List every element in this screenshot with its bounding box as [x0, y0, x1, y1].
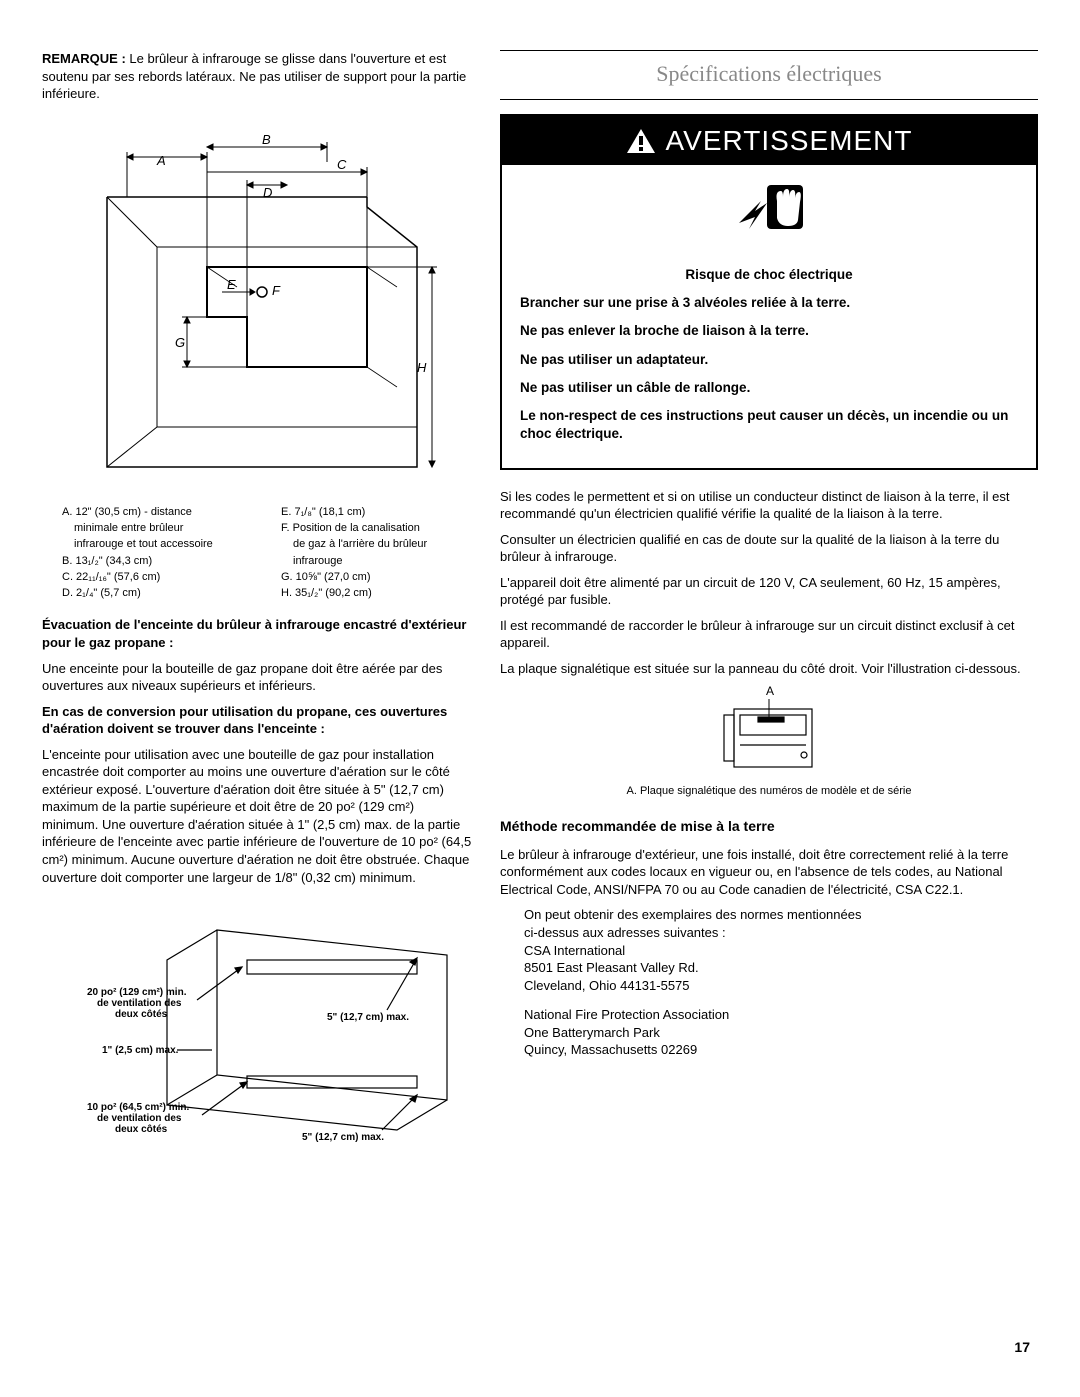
evac-p1: Une enceinte pour la bouteille de gaz pr…	[42, 660, 472, 695]
addr2-l3: Quincy, Massachusetts 02269	[524, 1041, 1038, 1059]
addr1-l1: CSA International	[524, 942, 1038, 960]
right-p5: La plaque signalétique est située sur la…	[500, 660, 1038, 678]
warning-l1: Brancher sur une prise à 3 alvéoles reli…	[520, 294, 1018, 312]
ventilation-diagram: 20 po² (129 cm²) min. de ventilation des…	[47, 900, 467, 1160]
legend-left-col: A. 12" (30,5 cm) - distance minimale ent…	[62, 505, 253, 603]
warning-l4: Ne pas utiliser un câble de rallonge.	[520, 379, 1018, 397]
rating-plate-figure: A	[500, 685, 1038, 780]
section-title: Spécifications électriques	[500, 59, 1038, 89]
legend-f2: de gaz à l'arrière du brûleur	[281, 537, 472, 551]
warning-body: Risque de choc électrique Brancher sur u…	[502, 266, 1036, 468]
page-columns: REMARQUE : Le brûleur à infrarouge se gl…	[42, 50, 1038, 1160]
electric-shock-icon	[733, 183, 805, 247]
vent-mid-dim: 1" (2,5 cm) max.	[102, 1045, 179, 1056]
plate-label-a: A	[766, 685, 774, 698]
warning-l2: Ne pas enlever la broche de liaison à la…	[520, 322, 1018, 340]
legend-b: B. 13₁/₂" (34,3 cm)	[62, 554, 253, 568]
right-p3: L'appareil doit être alimenté par un cir…	[500, 574, 1038, 609]
dim-label-d: D	[263, 185, 272, 200]
norms-l1: On peut obtenir des exemplaires des norm…	[524, 906, 1038, 924]
evac-heading: Évacuation de l'enceinte du brûleur à in…	[42, 616, 472, 651]
legend-h: H. 35₁/₂" (90,2 cm)	[281, 586, 472, 600]
warning-l3: Ne pas utiliser un adaptateur.	[520, 351, 1018, 369]
dim-label-g: G	[175, 335, 185, 350]
evac-bold: En cas de conversion pour utilisation du…	[42, 703, 472, 738]
warning-header-text: AVERTISSEMENT	[666, 122, 913, 160]
legend-a1: A. 12" (30,5 cm) - distance	[62, 505, 253, 519]
addr1-l2: 8501 East Pleasant Valley Rd.	[524, 959, 1038, 977]
dimension-legend: A. 12" (30,5 cm) - distance minimale ent…	[62, 505, 472, 603]
addr2: National Fire Protection Association One…	[524, 1006, 1038, 1059]
right-p4: Il est recommandé de raccorder le brûleu…	[500, 617, 1038, 652]
warning-l5: Le non-respect de ces instructions peut …	[520, 407, 1018, 443]
rating-plate-diagram: A	[714, 685, 824, 775]
warning-triangle-icon	[626, 128, 656, 154]
addr1-l3: Cleveland, Ohio 44131-5575	[524, 977, 1038, 995]
norms-intro: On peut obtenir des exemplaires des norm…	[524, 906, 1038, 994]
legend-c: C. 22₁₁/₁₆" (57,6 cm)	[62, 570, 253, 584]
left-column: REMARQUE : Le brûleur à infrarouge se gl…	[42, 50, 472, 1160]
right-p1: Si les codes le permettent et si on util…	[500, 488, 1038, 523]
dim-label-h: H	[417, 360, 427, 375]
vent-bot-l2: de ventilation des	[97, 1113, 182, 1124]
right-p2: Consulter un électricien qualifié en cas…	[500, 531, 1038, 566]
vent-bot-l1: 10 po² (64,5 cm²) min.	[87, 1102, 189, 1113]
remarque-paragraph: REMARQUE : Le brûleur à infrarouge se gl…	[42, 50, 472, 103]
dim-label-a: A	[156, 153, 166, 168]
warning-title: Risque de choc électrique	[520, 266, 1018, 284]
dim-label-e: E	[227, 277, 236, 292]
plate-caption: A. Plaque signalétique des numéros de mo…	[500, 784, 1038, 799]
dimension-diagram: A B C D E F G H	[67, 117, 447, 497]
remarque-label: REMARQUE :	[42, 51, 126, 66]
warning-box: AVERTISSEMENT Risque de choc électrique …	[500, 114, 1038, 470]
legend-d: D. 2₁/₄" (5,7 cm)	[62, 586, 253, 600]
vent-top-l3: deux côtés	[115, 1009, 168, 1020]
legend-g: G. 10⅝" (27,0 cm)	[281, 570, 472, 584]
ground-heading: Méthode recommandée de mise à la terre	[500, 817, 1038, 836]
dim-label-f: F	[272, 283, 281, 298]
legend-a2: minimale entre brûleur	[62, 521, 253, 535]
vent-bot-l3: deux côtés	[115, 1124, 168, 1135]
ground-p1: Le brûleur à infrarouge d'extérieur, une…	[500, 846, 1038, 899]
dim-label-b: B	[262, 132, 271, 147]
shock-icon-row	[502, 165, 1036, 266]
vent-top-l1: 20 po² (129 cm²) min.	[87, 987, 187, 998]
legend-e: E. 7₁/₈" (18,1 cm)	[281, 505, 472, 519]
legend-right-col: E. 7₁/₈" (18,1 cm) F. Position de la can…	[281, 505, 472, 603]
right-column: Spécifications électriques AVERTISSEMENT	[500, 50, 1038, 1160]
dim-label-c: C	[337, 157, 347, 172]
vent-bot-dim: 5" (12,7 cm) max.	[302, 1132, 384, 1143]
norms-l2: ci-dessus aux adresses suivantes :	[524, 924, 1038, 942]
evac-p2: L'enceinte pour utilisation avec une bou…	[42, 746, 472, 886]
addr2-l2: One Batterymarch Park	[524, 1024, 1038, 1042]
vent-top-l2: de ventilation des	[97, 998, 182, 1009]
page-number: 17	[1014, 1338, 1030, 1357]
legend-a3: infrarouge et tout accessoire	[62, 537, 253, 551]
addr2-l1: National Fire Protection Association	[524, 1006, 1038, 1024]
legend-f1: F. Position de la canalisation	[281, 521, 472, 535]
section-rule-bottom	[500, 99, 1038, 100]
warning-header: AVERTISSEMENT	[502, 116, 1036, 166]
vent-top-dim: 5" (12,7 cm) max.	[327, 1012, 409, 1023]
legend-f3: infrarouge	[281, 554, 472, 568]
section-rule-top	[500, 50, 1038, 51]
